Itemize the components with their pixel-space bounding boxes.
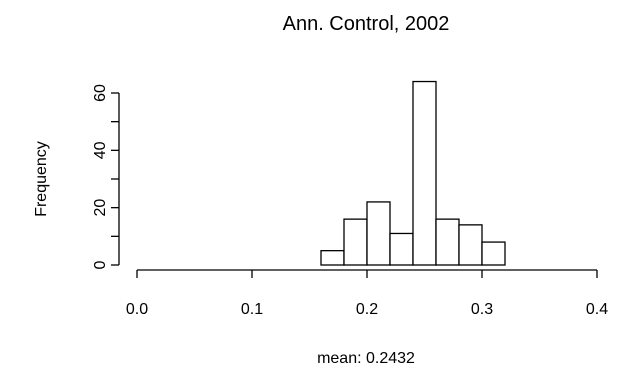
y-tick-label: 40: [92, 141, 109, 159]
histogram-bar: [412, 80, 437, 266]
x-tick-label: 0.3: [471, 301, 493, 318]
x-axis: 0.0 0.1 0.2 0.3 0.4: [126, 269, 608, 318]
y-axis: 0 20 40 60: [92, 84, 120, 269]
histogram-bar: [481, 241, 506, 266]
histogram-bar: [458, 224, 483, 266]
x-axis-label: mean: 0.2432: [317, 350, 415, 367]
histogram-bar: [343, 218, 368, 266]
y-tick-label: 60: [92, 84, 109, 102]
histogram-bar: [389, 232, 414, 266]
x-tick-label: 0.2: [356, 301, 378, 318]
x-tick-label: 0.4: [586, 301, 608, 318]
histogram-bar: [435, 218, 460, 266]
y-axis-label: Frequency: [33, 141, 50, 217]
bars-group: [320, 80, 506, 266]
histogram-bar: [366, 201, 391, 266]
histogram-bar: [320, 250, 345, 266]
x-tick-label: 0.1: [241, 301, 263, 318]
chart-title: Ann. Control, 2002: [283, 13, 450, 35]
y-tick-label: 0: [92, 260, 109, 269]
x-tick-label: 0.0: [126, 301, 148, 318]
y-tick-label: 20: [92, 199, 109, 217]
